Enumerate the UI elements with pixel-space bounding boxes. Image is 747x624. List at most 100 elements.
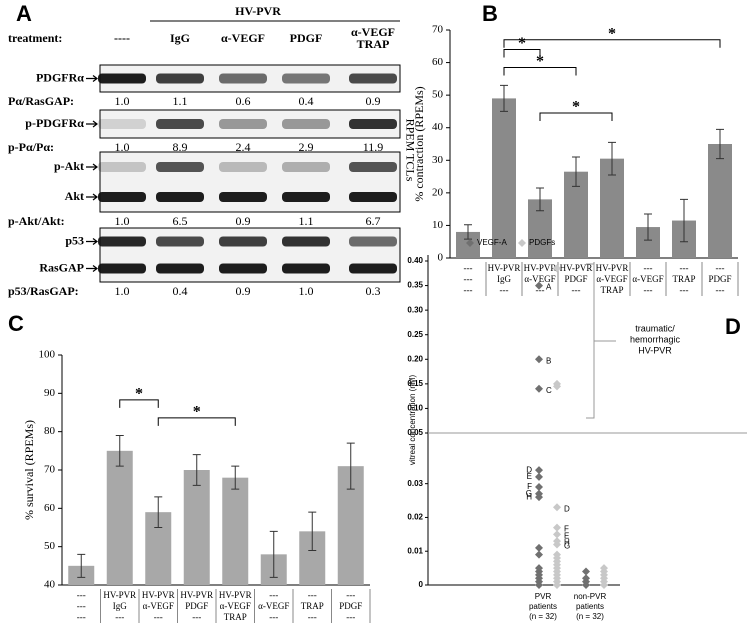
point: [553, 264, 561, 273]
x-tick-label: HV-PVR: [142, 590, 175, 600]
y-tick-label: 0: [438, 252, 444, 264]
panel-label: A: [16, 1, 32, 26]
annotation: traumatic/: [635, 323, 675, 333]
side-label: RPEM TCLs: [403, 119, 417, 182]
x-tick-label: ---: [346, 590, 355, 600]
blot-frame: [99, 227, 401, 283]
band: [349, 162, 397, 172]
y-tick-label: 0.40: [407, 256, 423, 265]
x-tick-label: IgG: [113, 601, 127, 611]
band: [282, 192, 330, 202]
x-tick-label: TRAP: [224, 612, 247, 622]
point: [553, 503, 561, 512]
band-label: PDGFRα: [36, 70, 84, 84]
x-tick-label: ---: [464, 274, 473, 284]
x-tick-label: HV-PVR: [524, 263, 557, 273]
column-label: IgG: [170, 31, 190, 45]
band: [98, 236, 146, 247]
treatment-label: treatment:: [8, 31, 62, 45]
y-tick-label: 0.10: [407, 404, 423, 413]
y-tick-label: 80: [44, 425, 56, 437]
bar: [492, 98, 516, 259]
significance-bracket: [539, 112, 613, 122]
band-arrow: [86, 193, 98, 201]
band: [98, 119, 146, 129]
x-tick-label: ---: [269, 590, 278, 600]
band: [219, 192, 267, 202]
y-tick-label: 0.15: [407, 379, 423, 388]
band: [219, 162, 267, 172]
ratio-value: 1.0: [115, 140, 130, 154]
ratio-value: 0.3: [366, 284, 381, 298]
point-label: F: [564, 525, 569, 534]
x-tick-label: IgG: [497, 274, 511, 284]
band-arrow: [86, 238, 98, 245]
y-tick-label: 50: [44, 540, 56, 552]
x-tick-label: ---: [154, 612, 163, 622]
y-tick-label: 70: [432, 24, 444, 36]
y-tick-label: 40: [44, 579, 56, 591]
point: [535, 472, 543, 481]
y-tick-label: 20: [432, 186, 444, 198]
band: [156, 263, 204, 274]
point: [535, 543, 543, 552]
error-bar: [644, 213, 652, 241]
error-bar: [464, 224, 472, 240]
ratio-value: 0.9: [236, 214, 251, 228]
band: [349, 192, 397, 202]
ratio-value: 6.5: [173, 214, 188, 228]
x-tick-label: α-VEGF: [632, 274, 663, 284]
x-tick-label: (n = 32): [529, 612, 557, 621]
band: [156, 192, 204, 202]
x-tick-label: ---: [716, 285, 725, 295]
x-tick-label: α-VEGF: [220, 601, 251, 611]
band-arrow: [86, 265, 98, 272]
band-arrow: [86, 120, 98, 128]
x-tick-label: ---: [308, 590, 317, 600]
x-tick-label: ---: [644, 263, 653, 273]
x-tick-label: ---: [464, 285, 473, 295]
group-label: HV-PVR: [235, 4, 281, 18]
point: [535, 466, 543, 475]
error-bar: [154, 496, 163, 528]
ratio-value: 1.0: [115, 284, 130, 298]
band: [156, 236, 204, 247]
ratio-value: 0.9: [366, 94, 381, 108]
ratio-value: 8.9: [173, 140, 188, 154]
y-tick-label: 50: [432, 89, 444, 101]
x-tick-label: patients: [529, 602, 557, 611]
band: [219, 119, 267, 129]
point: [535, 581, 543, 589]
ratio-value: 0.9: [236, 284, 251, 298]
x-tick-label: ---: [192, 612, 201, 622]
x-tick-label: (n = 32): [576, 612, 604, 621]
band-arrow: [86, 75, 98, 82]
band-label: p-Akt: [54, 159, 84, 173]
ratio-value: 0.4: [299, 94, 314, 108]
point-label: C: [546, 386, 552, 395]
band-label: p-PDGFRα: [25, 116, 84, 130]
y-tick-label: 10: [432, 219, 444, 231]
band: [349, 263, 397, 274]
significance-label: *: [536, 53, 544, 70]
error-bar: [192, 454, 201, 486]
bar: [708, 144, 732, 258]
y-tick-label: 70: [44, 464, 56, 476]
point-label: E: [527, 472, 532, 481]
error-bar: [231, 465, 240, 490]
point-label: G: [564, 542, 570, 551]
panel-label: B: [482, 1, 498, 26]
point: [553, 382, 561, 391]
x-tick-label: ---: [77, 601, 86, 611]
ratio-value: 1.0: [299, 284, 314, 298]
band: [282, 73, 330, 84]
y-axis-label: % survival (RPEMs): [22, 420, 36, 520]
error-bar: [536, 187, 544, 212]
x-tick-label: PDGF: [339, 601, 362, 611]
significance-label: *: [193, 404, 201, 421]
y-tick-label: 0.05: [407, 428, 423, 437]
band-label: p53: [65, 233, 84, 247]
ratio-value: 0.4: [173, 284, 188, 298]
x-tick-label: PVR: [535, 592, 552, 601]
x-tick-label: non-PVR: [574, 592, 607, 601]
